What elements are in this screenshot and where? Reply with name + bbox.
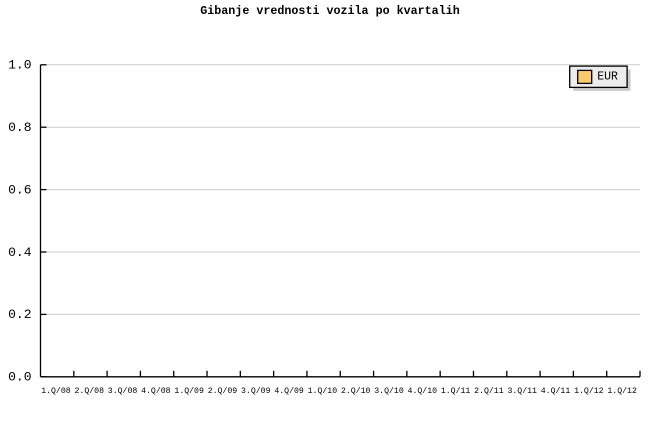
svg-text:0.0: 0.0 — [8, 370, 31, 385]
svg-text:1.Q/12: 1.Q/12 — [607, 386, 637, 396]
svg-text:4.Q/08: 4.Q/08 — [141, 386, 171, 396]
svg-text:2.Q/08: 2.Q/08 — [75, 386, 105, 396]
svg-text:4.Q/11: 4.Q/11 — [541, 386, 571, 396]
svg-text:0.2: 0.2 — [8, 307, 31, 322]
svg-text:4.Q/10: 4.Q/10 — [408, 386, 438, 396]
svg-text:3.Q/08: 3.Q/08 — [108, 386, 138, 396]
svg-text:0.6: 0.6 — [8, 182, 31, 197]
svg-text:2.Q/11: 2.Q/11 — [474, 386, 504, 396]
svg-text:2.Q/10: 2.Q/10 — [341, 386, 371, 396]
svg-text:1.Q/11: 1.Q/11 — [441, 386, 471, 396]
svg-text:3.Q/10: 3.Q/10 — [374, 386, 404, 396]
svg-text:1.Q/12: 1.Q/12 — [574, 386, 604, 396]
svg-text:0.4: 0.4 — [8, 245, 32, 260]
svg-text:1.Q/10: 1.Q/10 — [308, 386, 338, 396]
svg-text:3.Q/09: 3.Q/09 — [241, 386, 271, 396]
svg-text:1.Q/08: 1.Q/08 — [41, 386, 71, 396]
svg-text:0.8: 0.8 — [8, 120, 31, 135]
svg-text:1.0: 1.0 — [8, 58, 31, 73]
svg-text:2.Q/09: 2.Q/09 — [208, 386, 238, 396]
svg-text:3.Q/11: 3.Q/11 — [507, 386, 537, 396]
svg-text:EUR: EUR — [597, 71, 618, 84]
svg-text:4.Q/09: 4.Q/09 — [274, 386, 304, 396]
svg-text:1.Q/09: 1.Q/09 — [174, 386, 204, 396]
